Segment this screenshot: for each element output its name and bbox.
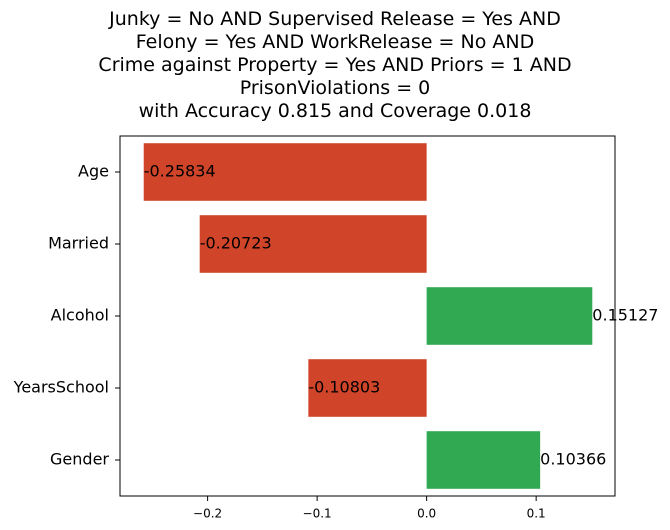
y-tick-label-alcohol: Alcohol [51, 306, 109, 325]
bar-alcohol [426, 287, 593, 345]
x-tick-label: 0.0 [417, 507, 436, 521]
x-axis: −0.2 −0.1 0.0 0.1 [193, 496, 546, 521]
y-tick-label-age: Age [78, 162, 109, 181]
value-label-age: -0.25834 [144, 162, 216, 181]
title-line: Crime against Property = Yes AND Priors … [98, 54, 572, 76]
value-label-married: -0.20723 [200, 234, 272, 253]
title-line: Junky = No AND Supervised Release = Yes … [109, 8, 561, 30]
bar-gender [426, 431, 541, 489]
y-tick-label-yearsschool: YearsSchool [13, 378, 109, 397]
x-tick-label: 0.1 [527, 507, 546, 521]
title-line: Felony = Yes AND WorkRelease = No AND [135, 31, 535, 53]
chart-title: Junky = No AND Supervised Release = Yes … [0, 8, 670, 123]
value-label-yearsschool: -0.10803 [308, 378, 380, 397]
y-axis: Age Married Alcohol YearsSchool Gender [13, 162, 120, 469]
bar-age [143, 143, 427, 201]
bar-yearsschool [308, 359, 427, 417]
value-label-alcohol: 0.15127 [592, 306, 658, 325]
title-line: PrisonViolations = 0 [239, 77, 431, 99]
y-tick-label-married: Married [48, 234, 109, 253]
x-tick-label: −0.2 [193, 507, 222, 521]
value-labels-group: -0.25834 -0.20723 0.15127 -0.10803 0.10366 [144, 162, 659, 469]
title-line: with Accuracy 0.815 and Coverage 0.018 [138, 100, 532, 122]
bars-group [143, 143, 593, 489]
value-label-gender: 0.10366 [540, 450, 606, 469]
x-tick-label: −0.1 [303, 507, 332, 521]
y-tick-label-gender: Gender [50, 450, 109, 469]
bar-married [199, 215, 427, 273]
